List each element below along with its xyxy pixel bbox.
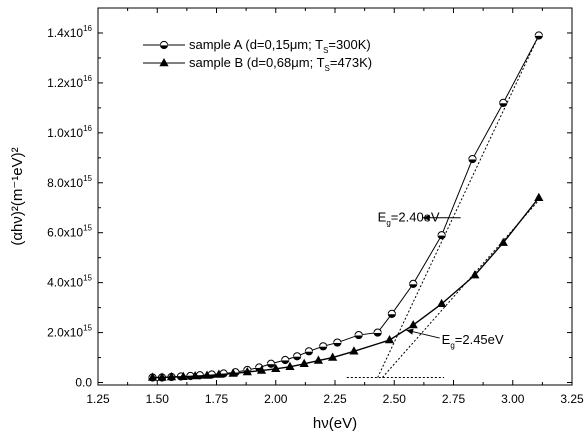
legend-label: sample A (d=0,15μm; TS=300K) [189,37,371,55]
x-tick-label: 1.25 [86,392,110,406]
data-point [266,359,276,368]
x-tick-label: 2.75 [442,392,466,406]
data-point [470,270,480,279]
data-point [157,372,167,381]
series-group [147,31,544,382]
series-sample-a [148,31,543,382]
legend-label: sample B (d=0,68μm; TS=473K) [189,55,372,73]
data-point [159,40,169,50]
annotation-arrowhead [406,328,414,335]
data-point [333,338,342,347]
data-point [387,309,396,318]
data-point [534,192,544,201]
data-point [409,279,418,288]
data-point [256,365,267,374]
data-point [384,335,395,344]
data-point [299,358,309,367]
gap-annotation-text: Eg=2.45eV [442,332,504,350]
x-tick-label: 1.75 [205,392,229,406]
x-tick-label: 2.25 [323,392,347,406]
annotation-arrowhead [422,214,430,221]
data-point [202,370,212,379]
x-tick-label: 3.00 [501,392,525,406]
data-point [328,352,338,361]
data-point [408,320,418,329]
y-axis-title: (αhν)²(m⁻¹eV)² [9,147,26,245]
data-point [166,372,177,381]
y-tick-label: 6.0x1015 [47,224,92,240]
data-point [281,355,290,365]
x-tick-label: 3.25 [560,392,584,406]
data-point [214,369,224,378]
x-axis-title: hν(eV) [313,415,357,432]
data-point [242,367,252,376]
data-point [373,328,382,337]
legend: sample A (d=0,15μm; TS=300K)sample B (d=… [143,37,372,73]
data-point [319,342,328,351]
x-tick-label: 2.00 [264,392,288,406]
x-tick-label: 1.50 [146,392,170,406]
data-point [534,31,543,40]
data-point [354,330,363,340]
series-line [152,35,540,379]
gap-annotation-text: Eg=2.40eV [378,210,440,228]
x-tick-label: 2.50 [383,392,407,406]
data-point [285,361,295,370]
data-point [292,352,302,361]
fit-lines [346,35,540,379]
data-point [159,58,169,67]
y-tick-label: 2.0x1015 [47,324,92,340]
y-tick-label: 1.4x1016 [47,24,92,40]
y-tick-label: 1.2x1016 [47,74,92,90]
annotations: Eg=2.40eV Eg=2.45eV [378,210,504,350]
data-point [349,346,359,355]
data-point [437,231,446,240]
data-point [304,347,314,356]
x-ticks: 1.25 1.50 1.75 2.00 2.25 2.50 2.75 3.00 3.25 [86,8,584,406]
data-point [190,371,200,380]
data-point [228,368,238,377]
data-point [147,372,158,381]
y-ticks: 0.0 2.0x1015 4.0x1015 6.0x1015 8.0x1015 1.0x1… [47,24,572,390]
y-tick-label: 0.0 [75,376,92,390]
y-tick-label: 8.0x1015 [47,174,92,190]
data-point [437,298,447,308]
data-point [468,154,477,164]
y-tick-label: 4.0x1015 [47,274,92,290]
data-point [313,355,324,364]
data-point [498,237,508,246]
data-point [178,371,188,380]
series-line [152,197,540,379]
data-point [271,363,281,372]
series-sample-b [147,192,544,381]
data-point [499,98,508,107]
fit-line [377,35,540,378]
y-tick-label: 1.0x1016 [47,124,92,140]
